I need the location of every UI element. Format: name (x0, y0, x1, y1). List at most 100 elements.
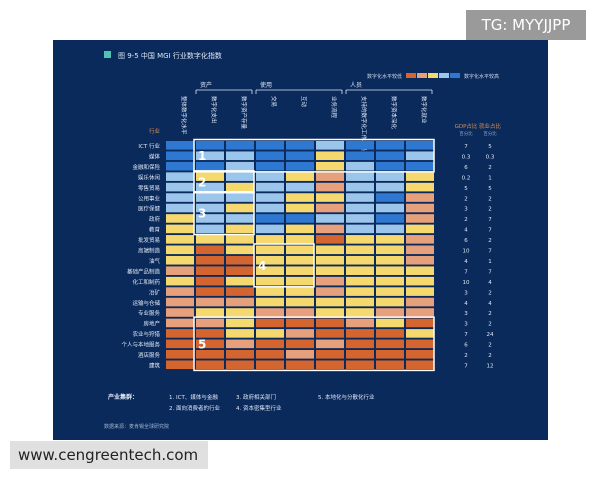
employment-share-value: 2 (488, 196, 492, 202)
heatmap-cell (376, 297, 404, 307)
cluster-number-2: 2 (198, 175, 206, 189)
heatmap-cell (406, 339, 434, 349)
heatmap-cell (376, 350, 404, 359)
heatmap-cell (256, 287, 284, 296)
legend-swatch (417, 73, 427, 78)
heatmap-cell (406, 203, 434, 213)
heatmap-cell (286, 360, 314, 370)
heatmap-cell (376, 245, 404, 255)
heatmap-cell (226, 214, 254, 223)
heatmap-cell (166, 141, 194, 150)
heatmap-cell (286, 350, 314, 359)
extra-column-header: 就业占比 (479, 122, 502, 130)
employment-share-value: 1 (488, 175, 492, 181)
heatmap-cell (346, 266, 374, 275)
column-header: 支持的数字化工作人员 (360, 96, 368, 152)
gdp-share-value: 2 (464, 196, 468, 202)
heatmap-cell (226, 339, 254, 349)
heatmap-cell (316, 245, 344, 255)
heatmap-cell (316, 193, 344, 202)
heatmap-cell (226, 172, 254, 181)
heatmap-cell (196, 339, 224, 349)
row-label: 油气 (149, 257, 161, 265)
heatmap-cell (316, 308, 344, 317)
heatmap-cell (166, 339, 194, 349)
heatmap-cell (226, 161, 254, 171)
cluster-legend-item: 4. 资本密集型行业 (236, 404, 282, 412)
heatmap-cell (286, 182, 314, 192)
heatmap-cell (316, 287, 344, 296)
row-label: 运输与仓储 (132, 299, 160, 307)
heatmap-cell (346, 172, 374, 181)
heatmap-cell (166, 193, 194, 202)
heatmap-cell (406, 308, 434, 317)
heatmap-cell (256, 360, 284, 370)
heatmap-cell (376, 193, 404, 202)
heatmap-cell (226, 360, 254, 370)
legend-swatch (406, 73, 416, 78)
employment-share-value: 0.3 (486, 154, 495, 160)
heatmap-cell (346, 235, 374, 244)
gdp-share-value: 6 (464, 238, 468, 244)
heatmap-cell (376, 287, 404, 296)
gdp-share-value: 3 (464, 311, 468, 317)
heatmap-cell (376, 318, 404, 328)
legend-swatch (428, 73, 438, 78)
heatmap-cell (166, 360, 194, 370)
heatmap-cell (226, 141, 254, 150)
gdp-share-value: 10 (463, 249, 470, 255)
heatmap-cell (286, 329, 314, 338)
gdp-share-value: 0.3 (462, 154, 471, 160)
row-label: 批发贸易 (138, 236, 160, 244)
heatmap-cell (226, 308, 254, 317)
heatmap-cell (346, 287, 374, 296)
heatmap-cell (166, 235, 194, 244)
heatmap-cell (166, 245, 194, 255)
heatmap-cell (286, 193, 314, 202)
heatmap-cell (196, 350, 224, 359)
row-label: 娱乐休闲 (138, 173, 161, 181)
cluster-legend-item: 5. 本地化与分散化行业 (318, 393, 375, 401)
gdp-share-value: 10 (463, 280, 470, 286)
heatmap-cell (346, 360, 374, 370)
group-header-2: 人员 (350, 82, 362, 89)
heatmap-cell (226, 255, 254, 265)
heatmap-cell (406, 214, 434, 223)
heatmap-cell (316, 182, 344, 192)
heatmap-cell (376, 235, 404, 244)
heatmap-cell (196, 287, 224, 296)
heatmap-cell (286, 308, 314, 317)
heatmap-cell (346, 151, 374, 161)
extra-column-header: GDP占比 (455, 122, 478, 130)
heatmap-cell (346, 297, 374, 307)
heatmap-cell (406, 224, 434, 234)
heatmap-cell (316, 141, 344, 150)
heatmap-cell (346, 329, 374, 338)
heatmap-cell (406, 172, 434, 181)
gdp-share-value: 3 (464, 322, 468, 328)
heatmap-cell (316, 318, 344, 328)
gdp-share-value: 6 (464, 165, 468, 171)
employment-share-value: 2 (488, 311, 492, 317)
employment-share-value: 7 (488, 249, 492, 255)
employment-share-value: 12 (487, 363, 494, 369)
row-label: 公用事业 (138, 194, 161, 202)
legend-low-label: 数字化水平较低 (367, 73, 402, 80)
heatmap-cell (286, 172, 314, 181)
heatmap-cell (286, 297, 314, 307)
heatmap-cell (346, 350, 374, 359)
figure-title: 图 9-5 中国 MGI 行业数字化指数 (118, 51, 222, 60)
employment-share-value: 4 (488, 280, 492, 286)
heatmap-cell (196, 141, 224, 150)
row-label: ICT 行业 (138, 142, 160, 150)
employment-share-value: 24 (487, 332, 494, 338)
employment-share-value: 2 (488, 322, 492, 328)
employment-share-value: 7 (488, 269, 492, 275)
heatmap-cell (286, 214, 314, 223)
heatmap-cell (166, 287, 194, 296)
heatmap-cell (196, 297, 224, 307)
row-label: 专业服务 (138, 309, 161, 317)
heatmap-cell (286, 161, 314, 171)
heatmap-cell (316, 360, 344, 370)
heatmap-cell (376, 161, 404, 171)
